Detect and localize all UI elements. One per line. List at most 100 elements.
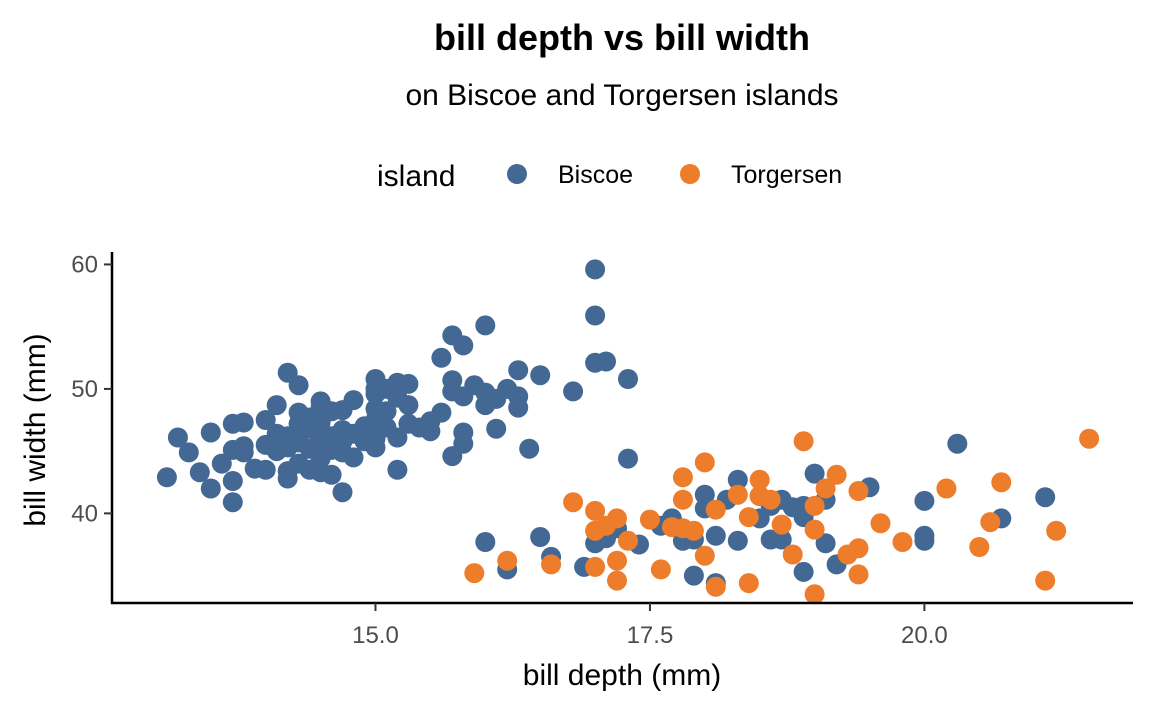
- data-point-biscoe: [332, 482, 353, 503]
- data-point-torgersen: [694, 545, 715, 566]
- data-point-torgersen: [1079, 428, 1100, 449]
- data-point-biscoe: [618, 448, 638, 469]
- data-point-biscoe: [804, 463, 825, 484]
- x-tick-label: 17.5: [627, 622, 674, 649]
- data-point-biscoe: [420, 421, 441, 442]
- data-point-biscoe: [596, 351, 616, 372]
- data-point-torgersen: [705, 576, 726, 597]
- data-point-biscoe: [475, 532, 496, 552]
- data-point-torgersen: [618, 530, 638, 551]
- data-point-biscoe: [233, 442, 254, 463]
- data-point-biscoe: [1035, 487, 1056, 508]
- data-point-torgersen: [760, 489, 781, 510]
- data-point-biscoe: [266, 395, 287, 416]
- data-point-biscoe: [398, 373, 419, 394]
- data-point-biscoe: [255, 459, 276, 480]
- data-point-torgersen: [672, 467, 693, 488]
- data-point-biscoe: [585, 259, 606, 280]
- data-point-torgersen: [815, 478, 836, 499]
- data-point-torgersen: [804, 495, 825, 516]
- data-point-torgersen: [1046, 520, 1067, 541]
- x-tick-label: 15.0: [352, 622, 399, 649]
- data-point-biscoe: [167, 427, 188, 448]
- data-point-torgersen: [936, 478, 957, 499]
- data-point-torgersen: [738, 573, 759, 594]
- data-point-torgersen: [738, 507, 759, 528]
- data-point-torgersen: [826, 464, 847, 485]
- data-point-torgersen: [607, 550, 627, 571]
- data-point-torgersen: [991, 472, 1012, 493]
- data-point-torgersen: [497, 550, 518, 571]
- data-point-torgersen: [749, 469, 770, 490]
- data-point-torgersen: [848, 538, 869, 559]
- data-point-biscoe: [453, 335, 474, 356]
- y-tick-label: 40: [71, 500, 98, 527]
- data-point-biscoe: [618, 369, 638, 389]
- y-axis-title: bill width (mm): [19, 333, 52, 526]
- y-axis-ticks: 40 50 60: [71, 251, 112, 527]
- chart-title: bill depth vs bill width: [434, 17, 810, 58]
- data-point-biscoe: [683, 565, 704, 586]
- data-point-torgersen: [727, 484, 748, 505]
- data-point-biscoe: [947, 433, 968, 454]
- y-tick-label: 60: [71, 251, 98, 278]
- data-point-biscoe: [727, 530, 748, 551]
- data-point-biscoe: [288, 375, 309, 396]
- data-point-biscoe: [694, 484, 715, 505]
- legend-title: island: [377, 160, 455, 193]
- data-point-biscoe: [211, 453, 232, 474]
- legend-key-biscoe: [507, 164, 527, 184]
- data-point-biscoe: [705, 525, 726, 546]
- data-point-torgersen: [541, 554, 562, 575]
- data-point-torgersen: [607, 508, 627, 529]
- data-point-torgersen: [892, 532, 913, 552]
- data-point-torgersen: [563, 492, 584, 513]
- data-point-torgersen: [793, 431, 814, 452]
- data-point-biscoe: [431, 347, 452, 368]
- data-point-biscoe: [398, 395, 419, 416]
- data-point-torgersen: [650, 559, 671, 580]
- data-point-biscoe: [815, 533, 836, 554]
- data-point-biscoe: [486, 418, 507, 439]
- data-point-torgersen: [980, 512, 1001, 533]
- data-point-torgersen: [969, 537, 990, 557]
- data-point-biscoe: [431, 402, 452, 423]
- data-point-biscoe: [376, 401, 397, 422]
- data-point-biscoe: [255, 410, 276, 430]
- data-point-torgersen: [464, 563, 485, 584]
- data-point-torgersen: [804, 584, 825, 605]
- data-point-biscoe: [387, 427, 408, 448]
- data-point-torgersen: [607, 570, 627, 591]
- data-point-biscoe: [585, 305, 606, 326]
- legend: island Biscoe Torgersen: [377, 160, 842, 193]
- data-point-biscoe: [387, 459, 408, 480]
- data-point-biscoe: [222, 492, 243, 513]
- data-point-biscoe: [519, 438, 540, 459]
- data-point-biscoe: [727, 469, 748, 490]
- data-point-biscoe: [178, 442, 199, 463]
- data-point-biscoe: [771, 529, 792, 550]
- data-point-torgersen: [804, 519, 825, 540]
- legend-key-torgersen: [680, 164, 700, 184]
- data-point-torgersen: [585, 500, 606, 521]
- data-point-biscoe: [530, 527, 551, 547]
- data-point-torgersen: [1035, 570, 1056, 591]
- data-point-torgersen: [694, 452, 715, 473]
- data-point-biscoe: [453, 422, 474, 443]
- legend-label-biscoe: Biscoe: [558, 161, 633, 189]
- data-point-torgersen: [848, 481, 869, 501]
- data-points: [156, 259, 1100, 605]
- x-tick-label: 20.0: [901, 622, 948, 649]
- data-point-biscoe: [321, 464, 342, 485]
- data-point-biscoe: [233, 412, 254, 433]
- data-point-torgersen: [870, 513, 891, 534]
- data-point-biscoe: [508, 360, 529, 381]
- data-point-torgersen: [672, 489, 693, 510]
- y-tick-label: 50: [71, 376, 98, 403]
- data-point-torgersen: [771, 514, 792, 535]
- data-point-torgersen: [683, 520, 704, 541]
- x-axis-title: bill depth (mm): [523, 659, 721, 692]
- data-point-biscoe: [200, 478, 221, 499]
- data-point-torgersen: [705, 499, 726, 520]
